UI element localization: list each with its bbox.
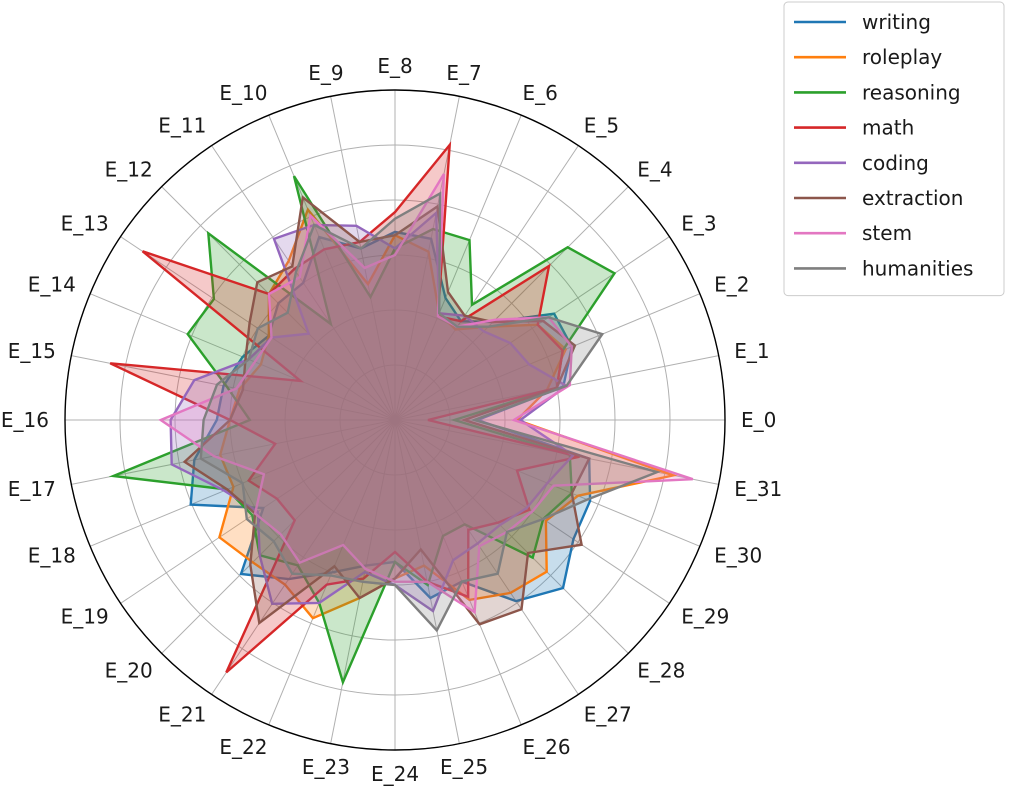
legend-box — [783, 1, 1005, 297]
category-label: E_16 — [1, 408, 49, 432]
series-humanities — [199, 191, 661, 633]
category-label: E_25 — [440, 755, 488, 779]
category-label: E_11 — [158, 114, 206, 138]
category-label: E_10 — [219, 81, 267, 105]
category-labels: E_0E_1E_2E_3E_4E_5E_6E_7E_8E_9E_10E_11E_… — [1, 54, 782, 786]
series-area-coding — [170, 212, 573, 611]
legend-label: stem — [862, 221, 912, 245]
grid-spoke — [394, 419, 629, 654]
grid-spoke — [394, 145, 579, 421]
category-label: E_20 — [105, 658, 153, 682]
category-label: E_1 — [734, 339, 769, 363]
series-area-extraction — [184, 197, 590, 625]
legend-label: math — [862, 116, 914, 140]
series-coding — [169, 210, 575, 613]
legend-label: coding — [862, 151, 929, 175]
grid-spoke — [394, 186, 629, 421]
category-label: E_28 — [637, 658, 685, 682]
grid-spoke — [394, 114, 522, 421]
grid-spoke — [71, 419, 396, 485]
category-label: E_17 — [8, 477, 56, 501]
legend: writing roleplay reasoning math coding extrac… — [783, 1, 1005, 297]
legend-label: roleplay — [862, 45, 942, 69]
legend-label: humanities — [862, 256, 973, 280]
series-area-math — [110, 144, 580, 673]
category-label: E_21 — [158, 702, 206, 726]
grid-spoke — [268, 114, 396, 421]
grid-spoke — [394, 293, 701, 421]
series-area-writing — [190, 231, 591, 602]
legend-label: extraction — [862, 186, 963, 210]
category-label: E_0 — [741, 408, 776, 432]
category-label: E_15 — [8, 339, 56, 363]
category-label: E_24 — [371, 762, 419, 786]
series-line-humanities — [199, 191, 661, 633]
legend-label: writing — [862, 10, 931, 34]
series-layer — [108, 141, 694, 686]
legend-label: reasoning — [862, 80, 961, 104]
series-line-extraction — [182, 195, 591, 626]
category-label: E_30 — [714, 544, 762, 568]
grid-spoke — [161, 419, 396, 654]
category-label: E_3 — [681, 211, 716, 235]
category-label: E_14 — [28, 273, 76, 297]
category-label: E_9 — [308, 61, 343, 85]
category-label: E_27 — [584, 702, 632, 726]
grid-spoke — [394, 236, 670, 421]
series-area-humanities — [200, 193, 658, 631]
category-label: E_26 — [523, 735, 571, 759]
category-label: E_22 — [219, 735, 267, 759]
category-label: E_2 — [714, 273, 749, 297]
series-area-roleplay — [219, 209, 674, 619]
grid-spoke — [394, 419, 579, 695]
category-label: E_18 — [28, 544, 76, 568]
category-label: E_5 — [584, 114, 619, 138]
grid-spoke — [71, 355, 396, 421]
category-label: E_7 — [446, 61, 481, 85]
category-label: E_6 — [523, 81, 558, 105]
series-extraction — [182, 195, 591, 626]
category-label: E_19 — [61, 605, 109, 629]
series-line-reasoning — [108, 175, 617, 686]
grid-spoke — [211, 419, 396, 695]
grid-spoke — [330, 96, 396, 421]
category-label: E_31 — [734, 477, 782, 501]
outer-frame — [64, 89, 726, 751]
category-label: E_4 — [637, 158, 672, 182]
category-label: E_29 — [681, 605, 729, 629]
category-label: E_12 — [105, 158, 153, 182]
category-label: E_13 — [61, 211, 109, 235]
category-label: E_23 — [302, 755, 350, 779]
grid-spoke — [394, 419, 522, 726]
series-line-coding — [169, 210, 575, 613]
category-label: E_8 — [377, 54, 412, 78]
